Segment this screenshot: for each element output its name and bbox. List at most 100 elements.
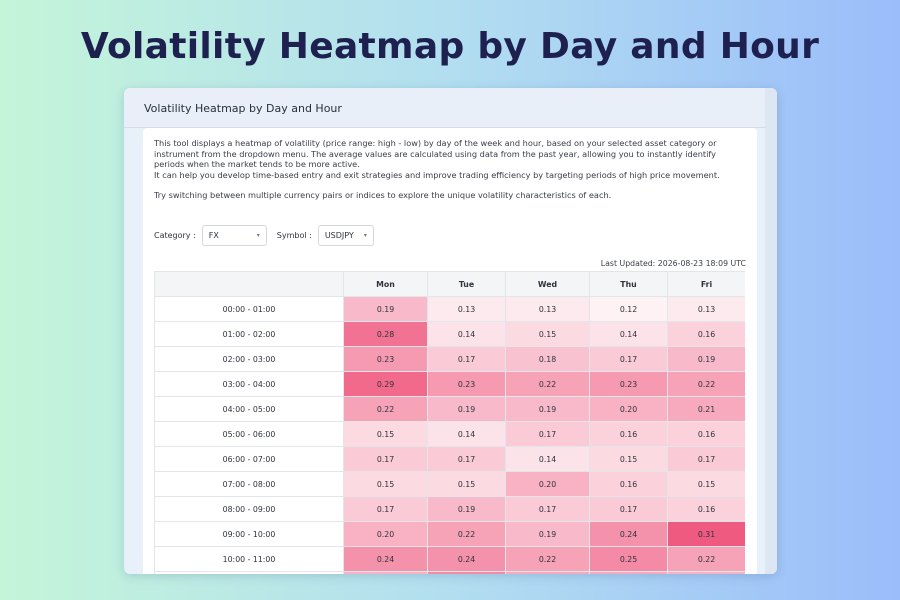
heatmap-body: 00:00 - 01:00 0.19 0.13 0.13 0.12 0.13 01:00 -… bbox=[154, 296, 745, 574]
heatmap-cell: 0.24 bbox=[589, 521, 668, 547]
heatmap-cell: 0.15 bbox=[667, 471, 745, 497]
heatmap-row: 11:00 - 12:000.200.250.210.210.20 bbox=[154, 571, 745, 574]
day-column-header: Thu bbox=[589, 271, 668, 297]
heatmap-row: 08:00 - 09:00 0.17 0.19 0.17 0.17 0.16 bbox=[154, 496, 745, 522]
heatmap-cell: 0.23 bbox=[427, 371, 506, 397]
time-slot-label: 02:00 - 03:00 bbox=[154, 346, 344, 372]
symbol-select[interactable]: USDJPY ▾ bbox=[317, 224, 374, 246]
heatmap-cell: 0.17 bbox=[505, 421, 590, 447]
heatmap-cell: 0.25 bbox=[427, 571, 506, 574]
heatmap-cell: 0.19 bbox=[505, 396, 590, 422]
heatmap-cell: 0.22 bbox=[427, 521, 506, 547]
heatmap-row: 00:00 - 01:00 0.19 0.13 0.13 0.12 0.13 bbox=[154, 296, 745, 322]
heatmap-cell: 0.15 bbox=[427, 471, 506, 497]
heatmap-cell: 0.17 bbox=[589, 496, 668, 522]
heatmap-cell: 0.14 bbox=[589, 321, 668, 347]
heatmap-cell: 0.17 bbox=[427, 346, 506, 372]
heatmap-cell: 0.22 bbox=[505, 371, 590, 397]
heatmap-cell: 0.15 bbox=[343, 421, 428, 447]
heatmap-cell: 0.17 bbox=[343, 496, 428, 522]
heatmap-cell: 0.16 bbox=[589, 421, 668, 447]
heatmap-row: 09:00 - 10:00 0.20 0.22 0.19 0.24 0.31 bbox=[154, 521, 745, 547]
heatmap-cell: 0.14 bbox=[427, 321, 506, 347]
heatmap-cell: 0.12 bbox=[589, 296, 668, 322]
heatmap-row: 07:00 - 08:00 0.15 0.15 0.20 0.16 0.15 bbox=[154, 471, 745, 497]
category-select[interactable]: FX ▾ bbox=[201, 224, 267, 246]
heatmap-cell: 0.14 bbox=[427, 421, 506, 447]
heatmap-cell: 0.19 bbox=[427, 396, 506, 422]
heatmap-row: 04:00 - 05:00 0.22 0.19 0.19 0.20 0.21 bbox=[154, 396, 745, 422]
heatmap-cell: 0.16 bbox=[667, 321, 745, 347]
heatmap-cell: 0.20 bbox=[343, 571, 428, 574]
heatmap-cell: 0.22 bbox=[505, 546, 590, 572]
heatmap-cell: 0.15 bbox=[505, 321, 590, 347]
heatmap-cell: 0.20 bbox=[505, 471, 590, 497]
heatmap-cell: 0.13 bbox=[667, 296, 745, 322]
heatmap-cell: 0.29 bbox=[343, 371, 428, 397]
last-updated: Last Updated: 2026-08-23 18:09 UTC bbox=[600, 259, 746, 268]
heatmap-cell: 0.13 bbox=[427, 296, 506, 322]
day-column-header: Fri bbox=[667, 271, 745, 297]
symbol-select-value: USDJPY bbox=[324, 230, 354, 240]
time-slot-label: 01:00 - 02:00 bbox=[154, 321, 344, 347]
day-column-header: Mon bbox=[343, 271, 428, 297]
heatmap-table-wrapper: Mon Tue Wed Thu Fri 00:00 - 01:00 0.19 0.1… bbox=[154, 271, 745, 574]
time-slot-label: 11:00 - 12:00 bbox=[154, 571, 344, 574]
hero-title: Volatility Heatmap by Day and Hour bbox=[80, 26, 820, 67]
heatmap-cell: 0.21 bbox=[667, 396, 745, 422]
heatmap-cell: 0.13 bbox=[505, 296, 590, 322]
heatmap-cell: 0.19 bbox=[667, 346, 745, 372]
symbol-label: Symbol : bbox=[276, 230, 312, 240]
heatmap-cell: 0.17 bbox=[427, 446, 506, 472]
scrollbar-track[interactable] bbox=[765, 88, 777, 574]
heatmap-row: 01:00 - 02:00 0.28 0.14 0.15 0.14 0.16 bbox=[154, 321, 745, 347]
heatmap-cell: 0.17 bbox=[667, 446, 745, 472]
time-slot-label: 00:00 - 01:00 bbox=[154, 296, 344, 322]
description-paragraph: Try switching between multiple currency … bbox=[154, 190, 612, 201]
heatmap-cell: 0.20 bbox=[589, 396, 668, 422]
heatmap-cell: 0.23 bbox=[589, 371, 668, 397]
panel-header: Volatility Heatmap by Day and Hour bbox=[124, 88, 765, 128]
heatmap-cell: 0.21 bbox=[589, 571, 668, 574]
heatmap-cell: 0.22 bbox=[667, 371, 745, 397]
heatmap-cell: 0.14 bbox=[505, 446, 590, 472]
heatmap-cell: 0.25 bbox=[589, 546, 668, 572]
day-column-header: Tue bbox=[427, 271, 506, 297]
heatmap-row: 05:00 - 06:00 0.15 0.14 0.17 0.16 0.16 bbox=[154, 421, 745, 447]
heatmap-row: 10:00 - 11:00 0.24 0.24 0.22 0.25 0.22 bbox=[154, 546, 745, 572]
chevron-down-icon: ▾ bbox=[363, 231, 367, 239]
heatmap-cell: 0.22 bbox=[343, 396, 428, 422]
description: This tool displays a heatmap of volatili… bbox=[154, 138, 748, 201]
heatmap-cell: 0.20 bbox=[667, 571, 745, 574]
time-slot-label: 10:00 - 11:00 bbox=[154, 546, 344, 572]
heatmap-cell: 0.21 bbox=[505, 571, 590, 574]
heatmap-row: 02:00 - 03:00 0.23 0.17 0.18 0.17 0.19 bbox=[154, 346, 745, 372]
heatmap-cell: 0.24 bbox=[343, 546, 428, 572]
heatmap-cell: 0.17 bbox=[343, 446, 428, 472]
heatmap-row: 06:00 - 07:00 0.17 0.17 0.14 0.15 0.17 bbox=[154, 446, 745, 472]
time-column-header bbox=[154, 271, 344, 297]
chevron-down-icon: ▾ bbox=[256, 231, 260, 239]
day-column-header: Wed bbox=[505, 271, 590, 297]
category-label: Category : bbox=[154, 230, 196, 240]
heatmap-header-row: Mon Tue Wed Thu Fri bbox=[154, 271, 745, 297]
heatmap-cell: 0.17 bbox=[589, 346, 668, 372]
time-slot-label: 07:00 - 08:00 bbox=[154, 471, 344, 497]
heatmap-cell: 0.19 bbox=[505, 521, 590, 547]
category-select-value: FX bbox=[208, 230, 219, 240]
heatmap-cell: 0.24 bbox=[427, 546, 506, 572]
time-slot-label: 05:00 - 06:00 bbox=[154, 421, 344, 447]
heatmap-row: 03:00 - 04:00 0.29 0.23 0.22 0.23 0.22 bbox=[154, 371, 745, 397]
time-slot-label: 08:00 - 09:00 bbox=[154, 496, 344, 522]
panel-title: Volatility Heatmap by Day and Hour bbox=[144, 102, 342, 115]
heatmap-table: Mon Tue Wed Thu Fri 00:00 - 01:00 0.19 0.1… bbox=[154, 271, 745, 574]
heatmap-cell: 0.19 bbox=[427, 496, 506, 522]
time-slot-label: 06:00 - 07:00 bbox=[154, 446, 344, 472]
time-slot-label: 09:00 - 10:00 bbox=[154, 521, 344, 547]
heatmap-cell: 0.16 bbox=[589, 471, 668, 497]
heatmap-cell: 0.23 bbox=[343, 346, 428, 372]
heatmap-cell: 0.19 bbox=[343, 296, 428, 322]
description-paragraph: This tool displays a heatmap of volatili… bbox=[154, 138, 717, 170]
heatmap-cell: 0.31 bbox=[667, 521, 745, 547]
heatmap-cell: 0.28 bbox=[343, 321, 428, 347]
